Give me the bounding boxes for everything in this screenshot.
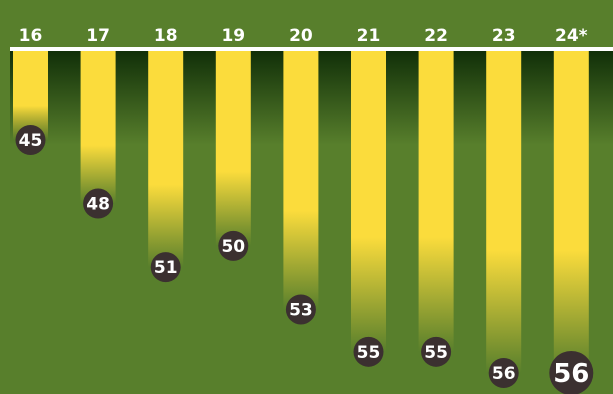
data-label: 48: [86, 195, 110, 215]
value-badge: [150, 252, 181, 283]
x-tick-label: 21: [357, 26, 381, 46]
data-label: 56: [492, 364, 516, 384]
bar-17: [80, 50, 116, 204]
x-tick-label: 20: [289, 26, 313, 46]
value-badge: [218, 230, 249, 261]
x-tick-label: 19: [221, 26, 245, 46]
data-label: 53: [289, 300, 313, 320]
data-label: 45: [19, 131, 43, 151]
data-label: 55: [357, 343, 381, 363]
bar-23: [486, 50, 522, 373]
bar-20: [283, 50, 319, 310]
x-tick-label: 22: [424, 26, 448, 46]
value-badge: [83, 188, 114, 219]
bar-21: [351, 50, 386, 352]
value-badge: [285, 294, 316, 325]
x-tick-label: 16: [19, 26, 43, 46]
bar-22: [418, 50, 454, 352]
data-label: 50: [221, 237, 245, 257]
bar-18: [148, 50, 184, 268]
value-badge: [353, 336, 384, 367]
bar-24star: [553, 50, 589, 373]
x-tick-label: 23: [492, 26, 516, 46]
x-tick-label: 18: [154, 26, 178, 46]
x-tick-label: 17: [86, 26, 110, 46]
value-badge: [549, 351, 594, 394]
data-label: 55: [424, 343, 448, 363]
x-tick-label: 24*: [555, 26, 588, 46]
value-badge: [421, 336, 452, 367]
data-label: 56: [553, 359, 589, 389]
bar-19: [215, 50, 251, 246]
data-label: 51: [154, 258, 178, 278]
value-badge: [488, 358, 519, 388]
value-badge: [15, 125, 46, 155]
